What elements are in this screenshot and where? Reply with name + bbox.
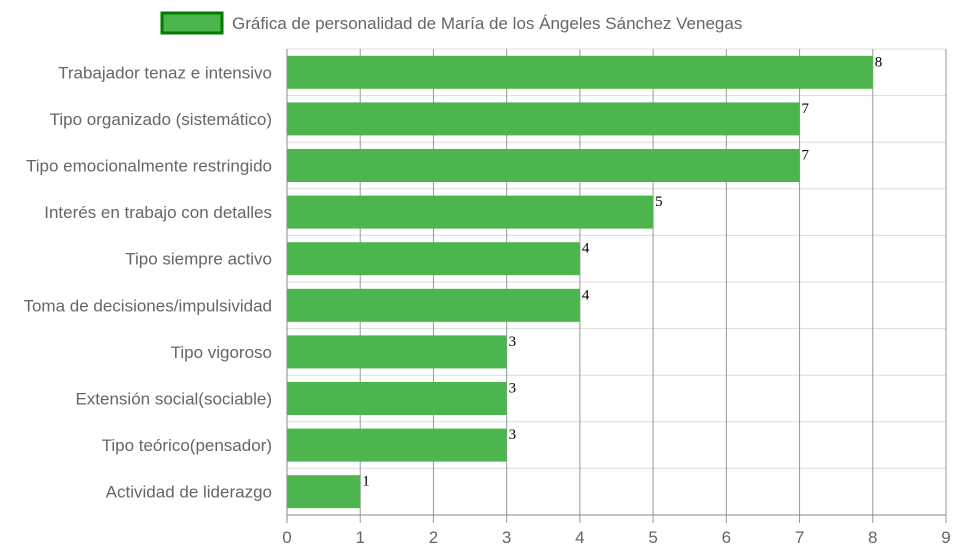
category-label: Tipo teórico(pensador) (102, 436, 272, 455)
bar[interactable] (287, 242, 580, 276)
x-tick-label: 6 (722, 528, 731, 547)
category-label: Tipo siempre activo (125, 250, 272, 269)
x-tick-label: 5 (648, 528, 657, 547)
category-label: Interés en trabajo con detalles (44, 203, 272, 222)
bar[interactable] (287, 475, 361, 509)
data-label: 8 (875, 54, 883, 70)
data-label: 5 (655, 194, 663, 210)
data-label: 4 (582, 287, 590, 303)
data-label: 3 (509, 427, 516, 443)
data-label: 7 (802, 148, 810, 164)
category-labels: Trabajador tenaz e intensivo Tipo organiz… (23, 63, 272, 501)
data-label: 4 (582, 241, 590, 257)
x-tick-label: 9 (941, 528, 950, 547)
x-tick-label: 1 (355, 528, 364, 547)
category-label: Toma de decisiones/impulsividad (23, 296, 272, 315)
category-label: Extensión social(sociable) (75, 390, 272, 409)
x-tick-label: 7 (795, 528, 804, 547)
x-tick-label: 8 (868, 528, 877, 547)
legend[interactable]: Gráfica de personalidad de María de los … (160, 11, 742, 35)
bar[interactable] (287, 335, 507, 369)
x-tick-label: 2 (429, 528, 438, 547)
category-label: Tipo vigoroso (171, 343, 272, 362)
category-label: Tipo organizado (sistemático) (50, 110, 272, 129)
category-label: Tipo emocionalmente restringido (26, 157, 272, 176)
data-label: 1 (362, 474, 370, 490)
data-label: 3 (509, 334, 516, 350)
bar[interactable] (287, 428, 507, 462)
data-labels: 8 7 7 5 4 4 3 3 3 1 (362, 54, 882, 489)
legend-swatch (160, 11, 224, 35)
bar[interactable] (287, 149, 800, 182)
data-label: 7 (802, 101, 810, 117)
bar[interactable] (287, 382, 507, 415)
data-label: 3 (509, 381, 516, 397)
x-tick-label: 3 (502, 528, 511, 547)
legend-label: Gráfica de personalidad de María de los … (232, 14, 742, 33)
x-tick-label: 4 (575, 528, 584, 547)
bar[interactable] (287, 195, 654, 229)
bars (287, 55, 873, 509)
bar[interactable] (287, 55, 873, 89)
category-label: Actividad de liderazgo (106, 483, 272, 502)
bar[interactable] (287, 102, 800, 136)
bar[interactable] (287, 288, 580, 322)
x-tick-label: 0 (282, 528, 291, 547)
x-axis: 0 1 2 3 4 5 6 7 8 9 (282, 528, 950, 547)
category-label: Trabajador tenaz e intensivo (58, 63, 272, 82)
